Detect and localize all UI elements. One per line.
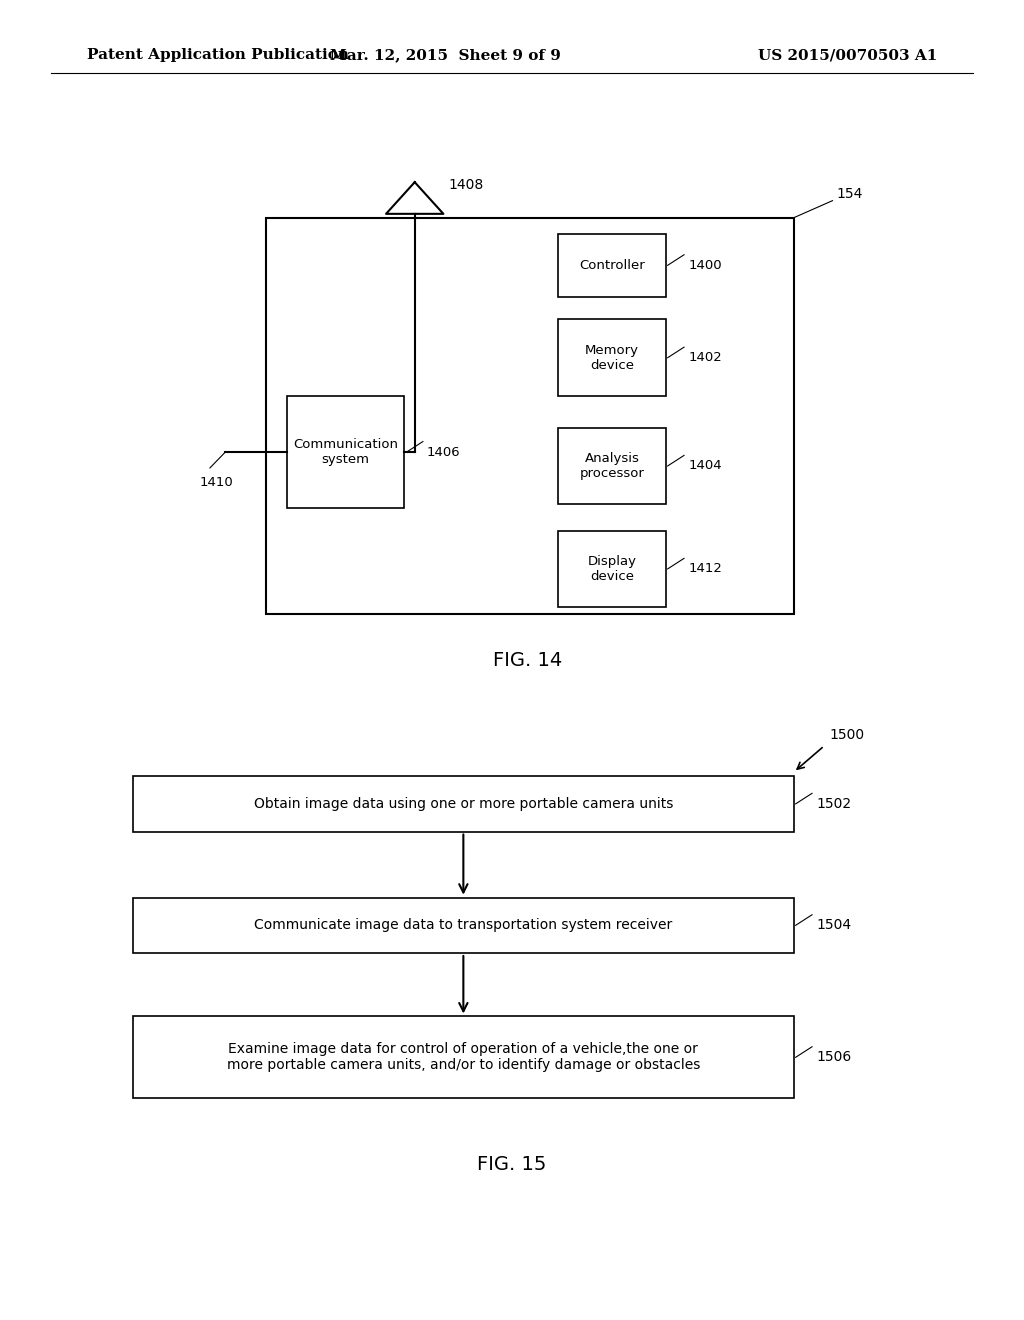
Text: 1506: 1506 [816,1051,851,1064]
Bar [558,319,666,396]
Text: Analysis
processor: Analysis processor [580,451,644,480]
Text: US 2015/0070503 A1: US 2015/0070503 A1 [758,49,937,62]
Bar [266,218,794,614]
Bar [287,396,404,508]
Text: Display
device: Display device [588,554,636,583]
Text: 1412: 1412 [688,562,722,576]
Text: Memory
device: Memory device [585,343,639,372]
Text: 1400: 1400 [688,259,722,272]
Text: 1410: 1410 [200,477,233,488]
Bar [558,531,666,607]
Text: Examine image data for control of operation of a vehicle,the one or
more portabl: Examine image data for control of operat… [226,1043,700,1072]
Text: Controller: Controller [579,259,645,272]
Text: Obtain image data using one or more portable camera units: Obtain image data using one or more port… [254,797,673,810]
Text: 1402: 1402 [688,351,722,364]
Bar [133,776,794,832]
Text: 1406: 1406 [427,446,461,458]
Text: Patent Application Publication: Patent Application Publication [87,49,349,62]
Bar [133,1016,794,1098]
Text: FIG. 15: FIG. 15 [477,1155,547,1173]
Text: Communicate image data to transportation system receiver: Communicate image data to transportation… [254,919,673,932]
Bar [558,234,666,297]
Bar [133,898,794,953]
Text: 1404: 1404 [688,459,722,473]
Text: Mar. 12, 2015  Sheet 9 of 9: Mar. 12, 2015 Sheet 9 of 9 [330,49,561,62]
Text: 154: 154 [837,186,863,201]
Text: 1504: 1504 [816,919,851,932]
Text: 1502: 1502 [816,797,851,810]
Text: 1408: 1408 [449,178,483,191]
Text: FIG. 14: FIG. 14 [493,651,562,669]
Text: Communication
system: Communication system [293,438,398,466]
Bar [558,428,666,504]
Text: 1500: 1500 [829,727,864,742]
